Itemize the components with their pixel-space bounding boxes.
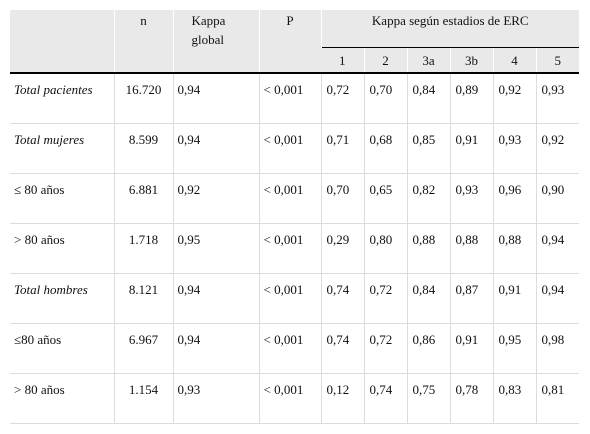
cell-kappa-stage-5: 0,93 bbox=[535, 73, 580, 124]
cell-kappa-global: 0,92 bbox=[172, 173, 259, 224]
table-body: Total pacientes 16.720 0,94 < 0,001 0,72 0,70… bbox=[10, 73, 580, 424]
cell-kappa-global: 0,93 bbox=[172, 373, 259, 424]
cell-kappa-stage-3b: 0,89 bbox=[449, 73, 493, 124]
cell-kappa-stage-2: 0,68 bbox=[363, 123, 407, 174]
cell-kappa-stage-3b: 0,88 bbox=[449, 223, 493, 274]
cell-kappa-stage-3a: 0,84 bbox=[406, 273, 450, 324]
header-kappa-stages-group: Kappa según estadios de ERC bbox=[320, 10, 580, 48]
cell-n: 8.599 bbox=[113, 123, 173, 174]
cell-kappa-stage-1: 0,71 bbox=[320, 123, 364, 174]
cell-kappa-stage-2: 0,72 bbox=[363, 273, 407, 324]
cell-kappa-stage-4: 0,83 bbox=[492, 373, 536, 424]
table-row: ≤80 años 6.967 0,94 < 0,001 0,74 0,72 0,86 0,91… bbox=[10, 323, 580, 374]
cell-p: < 0,001 bbox=[258, 123, 321, 174]
cell-kappa-stage-4: 0,92 bbox=[492, 73, 536, 124]
cell-kappa-stage-5: 0,81 bbox=[535, 373, 580, 424]
table-row: Total hombres 8.121 0,94 < 0,001 0,74 0,72 0,8… bbox=[10, 273, 580, 324]
cell-kappa-stage-3a: 0,82 bbox=[406, 173, 450, 224]
header-stage-3a: 3a bbox=[406, 47, 450, 74]
cell-kappa-stage-5: 0,92 bbox=[535, 123, 580, 174]
row-label: > 80 años bbox=[10, 373, 114, 424]
cell-n: 8.121 bbox=[113, 273, 173, 324]
header-stage-5: 5 bbox=[535, 47, 580, 74]
cell-p: < 0,001 bbox=[258, 273, 321, 324]
cell-kappa-stage-5: 0,94 bbox=[535, 273, 580, 324]
cell-kappa-stage-5: 0,98 bbox=[535, 323, 580, 374]
cell-kappa-stage-5: 0,94 bbox=[535, 223, 580, 274]
header-stage-1: 1 bbox=[321, 47, 364, 74]
cell-kappa-stage-1: 0,72 bbox=[320, 73, 364, 124]
cell-kappa-stage-4: 0,96 bbox=[492, 173, 536, 224]
cell-kappa-stage-2: 0,65 bbox=[363, 173, 407, 224]
cell-kappa-stage-4: 0,88 bbox=[492, 223, 536, 274]
table-row: > 80 años 1.718 0,95 < 0,001 0,29 0,80 0,88 0,8… bbox=[10, 223, 580, 274]
table-row: Total pacientes 16.720 0,94 < 0,001 0,72 0,70… bbox=[10, 73, 580, 124]
row-label: Total hombres bbox=[10, 273, 114, 324]
cell-kappa-stage-3a: 0,85 bbox=[406, 123, 450, 174]
cell-kappa-global: 0,94 bbox=[172, 273, 259, 324]
cell-kappa-stage-3a: 0,84 bbox=[406, 73, 450, 124]
cell-kappa-global: 0,95 bbox=[172, 223, 259, 274]
cell-kappa-global: 0,94 bbox=[172, 123, 259, 174]
cell-kappa-stage-4: 0,93 bbox=[492, 123, 536, 174]
header-label-cell bbox=[10, 10, 114, 74]
cell-p: < 0,001 bbox=[258, 73, 321, 124]
cell-n: 1.154 bbox=[113, 373, 173, 424]
cell-kappa-stage-1: 0,70 bbox=[320, 173, 364, 224]
cell-kappa-stage-2: 0,74 bbox=[363, 373, 407, 424]
cell-kappa-stage-3b: 0,78 bbox=[449, 373, 493, 424]
row-label: ≤80 años bbox=[10, 323, 114, 374]
header-n: n bbox=[113, 10, 173, 74]
cell-kappa-stage-3a: 0,86 bbox=[406, 323, 450, 374]
row-label: ≤ 80 años bbox=[10, 173, 114, 224]
cell-p: < 0,001 bbox=[258, 323, 321, 374]
cell-kappa-stage-2: 0,70 bbox=[363, 73, 407, 124]
cell-kappa-stage-3a: 0,88 bbox=[406, 223, 450, 274]
stage-header-row: 1 2 3a 3b 4 5 bbox=[10, 47, 580, 74]
cell-kappa-stage-3b: 0,91 bbox=[449, 323, 493, 374]
cell-kappa-stage-4: 0,91 bbox=[492, 273, 536, 324]
cell-kappa-stage-5: 0,90 bbox=[535, 173, 580, 224]
cell-kappa-global: 0,94 bbox=[172, 73, 259, 124]
cell-kappa-stage-2: 0,72 bbox=[363, 323, 407, 374]
header-stage-3b: 3b bbox=[449, 47, 493, 74]
cell-n: 6.967 bbox=[113, 323, 173, 374]
table-row: > 80 años 1.154 0,93 < 0,001 0,12 0,74 0,75 0,7… bbox=[10, 373, 580, 424]
cell-kappa-stage-2: 0,80 bbox=[363, 223, 407, 274]
cell-kappa-stage-1: 0,29 bbox=[320, 223, 364, 274]
cell-n: 1.718 bbox=[113, 223, 173, 274]
cell-kappa-stage-3a: 0,75 bbox=[406, 373, 450, 424]
cell-kappa-stage-1: 0,74 bbox=[320, 273, 364, 324]
table-header: n Kappa global P Kappa según estadios de… bbox=[10, 10, 580, 74]
header-stage-4: 4 bbox=[492, 47, 536, 74]
cell-kappa-stage-3b: 0,91 bbox=[449, 123, 493, 174]
table-row: ≤ 80 años 6.881 0,92 < 0,001 0,70 0,65 0,82 0,9… bbox=[10, 173, 580, 224]
header-p: P bbox=[258, 10, 321, 74]
kappa-table: n Kappa global P Kappa según estadios de… bbox=[10, 10, 580, 424]
cell-kappa-stage-4: 0,95 bbox=[492, 323, 536, 374]
row-label: > 80 años bbox=[10, 223, 114, 274]
cell-kappa-stage-3b: 0,93 bbox=[449, 173, 493, 224]
cell-kappa-stage-1: 0,74 bbox=[320, 323, 364, 374]
row-label: Total pacientes bbox=[10, 73, 114, 124]
table-row: Total mujeres 8.599 0,94 < 0,001 0,71 0,68 0,8… bbox=[10, 123, 580, 174]
cell-kappa-stage-3b: 0,87 bbox=[449, 273, 493, 324]
cell-kappa-stage-1: 0,12 bbox=[320, 373, 364, 424]
cell-n: 6.881 bbox=[113, 173, 173, 224]
cell-p: < 0,001 bbox=[258, 373, 321, 424]
cell-kappa-global: 0,94 bbox=[172, 323, 259, 374]
cell-n: 16.720 bbox=[113, 73, 173, 124]
header-stage-2: 2 bbox=[363, 47, 407, 74]
header-kappa-global: Kappa global bbox=[172, 10, 259, 74]
cell-p: < 0,001 bbox=[258, 223, 321, 274]
row-label: Total mujeres bbox=[10, 123, 114, 174]
cell-p: < 0,001 bbox=[258, 173, 321, 224]
